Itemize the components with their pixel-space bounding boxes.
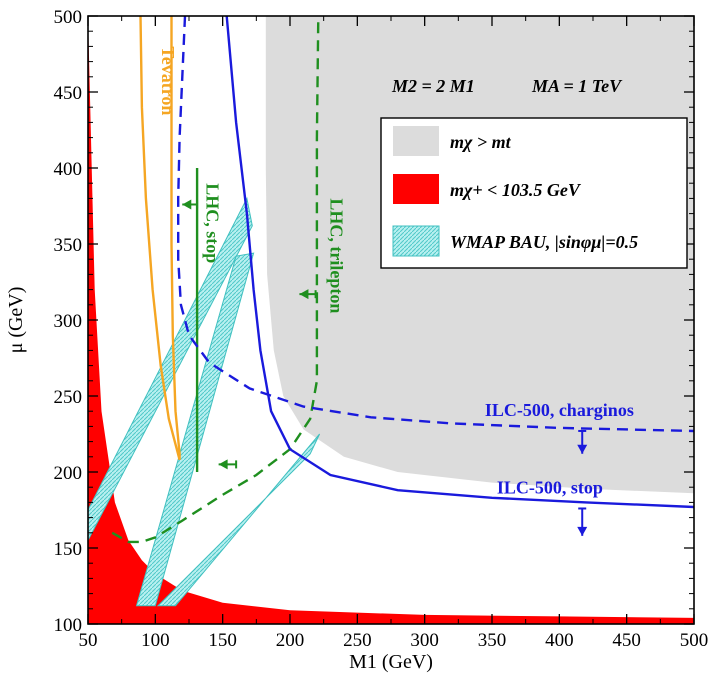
wmap-band-3 xyxy=(156,433,321,607)
y-tick-label: 350 xyxy=(54,235,83,256)
x-axis-title: M1 (GeV) xyxy=(349,651,433,673)
y-tick-label: 150 xyxy=(54,539,83,560)
legend: M2 = 2 M1 MA = 1 TeV mχ > mt mχ+ < 103.5 Ge… xyxy=(380,76,688,269)
arrow-head-3 xyxy=(218,459,228,470)
y-tick-label: 300 xyxy=(54,311,83,332)
annotation-lhc-trilepton: LHC, trilepton xyxy=(326,198,346,313)
legend-label: WMAP BAU, |sinφμ|=0.5 xyxy=(450,232,638,252)
y-tick-label: 250 xyxy=(54,387,83,408)
series-line-ilc-500-stop xyxy=(225,16,694,509)
x-tick-label: 150 xyxy=(208,630,237,651)
axes-frame: 50 100 150 200 250 300 350 400 450 50010015020025… xyxy=(5,7,708,673)
y-tick-label: 100 xyxy=(54,615,83,636)
x-tick-label: 100 xyxy=(141,630,170,651)
arrows-layer xyxy=(182,199,588,536)
y-tick-label: 200 xyxy=(54,463,83,484)
x-tick-label: 250 xyxy=(343,630,372,651)
legend-swatch xyxy=(393,174,439,204)
arrow-head-4 xyxy=(577,444,588,454)
series-layer xyxy=(111,16,694,544)
annotations-layer: Tevatron LHC, stop LHC, trilepton ILC-500, … xyxy=(158,46,634,497)
legend-label: mχ > mt xyxy=(450,132,512,152)
series-line-tevatron xyxy=(139,16,181,461)
annotation-lhc-stop: LHC, stop xyxy=(203,183,223,263)
y-axis-title: μ (GeV) xyxy=(5,287,27,354)
annotation-ilc-500-stop: ILC-500, stop xyxy=(497,477,603,497)
x-tick-label: 350 xyxy=(478,630,507,651)
series-line-lhc-trilepton xyxy=(111,16,320,544)
legend-label: mχ+ < 103.5 GeV xyxy=(450,180,582,200)
y-tick-label: 450 xyxy=(54,83,83,104)
annotation-tevatron: Tevatron xyxy=(158,46,178,115)
wmap-band-1 xyxy=(88,196,253,541)
annotation-ilc-500-charginos: ILC-500, charginos xyxy=(485,400,634,420)
x-tick-label: 400 xyxy=(545,630,574,651)
legend-swatch xyxy=(392,225,440,257)
x-tick-label: 50 xyxy=(79,630,98,651)
arrow-head-1 xyxy=(182,199,192,210)
parameter-label: M2 = 2 M1 xyxy=(391,76,475,96)
arrow-head-5 xyxy=(577,526,588,536)
x-tick-label: 500 xyxy=(680,630,709,651)
arrow-head-2 xyxy=(299,289,309,300)
x-tick-label: 200 xyxy=(276,630,305,651)
x-tick-label: 450 xyxy=(612,630,641,651)
series-line-ilc-500-charginos xyxy=(176,16,694,433)
legend-swatch xyxy=(393,126,439,156)
y-tick-label: 500 xyxy=(54,7,83,28)
parameter-label: MA = 1 TeV xyxy=(531,76,623,96)
x-tick-label: 300 xyxy=(410,630,439,651)
wmap-band-2 xyxy=(135,252,255,607)
y-tick-label: 400 xyxy=(54,159,83,180)
